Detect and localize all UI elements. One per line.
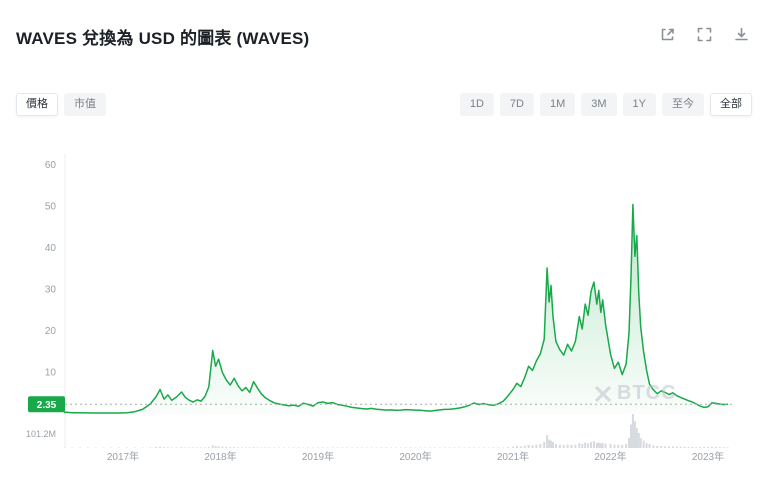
tab-price[interactable]: 價格	[16, 93, 58, 116]
page-title: WAVES 兌換為 USD 的圖表 (WAVES)	[16, 29, 310, 48]
svg-text:60: 60	[45, 160, 57, 171]
price-chart[interactable]: 10 20 30 40 50 60 101.2M 2017年 2018年 2019年 2020年 20…	[0, 140, 768, 478]
range-1m[interactable]: 1M	[539, 93, 576, 116]
range-1y[interactable]: 1Y	[622, 93, 656, 116]
price-chart-canvas[interactable]: 10 20 30 40 50 60 101.2M 2017年 2018年 2019年 2020年 20…	[0, 140, 768, 478]
svg-text:2022年: 2022年	[594, 450, 626, 463]
svg-text:2023年: 2023年	[692, 450, 724, 463]
svg-text:2017年: 2017年	[107, 450, 139, 463]
range-ytd[interactable]: 至今	[662, 93, 704, 116]
header-actions	[659, 26, 750, 43]
svg-text:2018年: 2018年	[204, 450, 236, 463]
svg-text:40: 40	[45, 243, 57, 254]
svg-text:20: 20	[45, 326, 57, 337]
range-1d[interactable]: 1D	[459, 93, 494, 116]
svg-text:2020年: 2020年	[399, 450, 431, 463]
share-icon[interactable]	[659, 26, 676, 43]
svg-text:2.35: 2.35	[37, 400, 57, 411]
metric-toggle: 價格 市值	[16, 93, 106, 116]
chart-controls: 價格 市值 1D 7D 1M 3M 1Y 至今 全部	[0, 93, 768, 119]
svg-text:50: 50	[45, 202, 57, 213]
range-toggle: 1D 7D 1M 3M 1Y 至今 全部	[459, 93, 752, 116]
range-all[interactable]: 全部	[710, 93, 752, 116]
svg-text:10: 10	[45, 368, 57, 379]
svg-text:2021年: 2021年	[497, 450, 529, 463]
svg-text:101.2M: 101.2M	[26, 429, 56, 439]
fullscreen-icon[interactable]	[696, 26, 713, 43]
range-7d[interactable]: 7D	[499, 93, 534, 116]
svg-text:2019年: 2019年	[302, 450, 334, 463]
svg-text:30: 30	[45, 285, 57, 296]
range-3m[interactable]: 3M	[581, 93, 617, 116]
tab-marketcap[interactable]: 市值	[64, 93, 106, 116]
download-icon[interactable]	[733, 26, 750, 43]
